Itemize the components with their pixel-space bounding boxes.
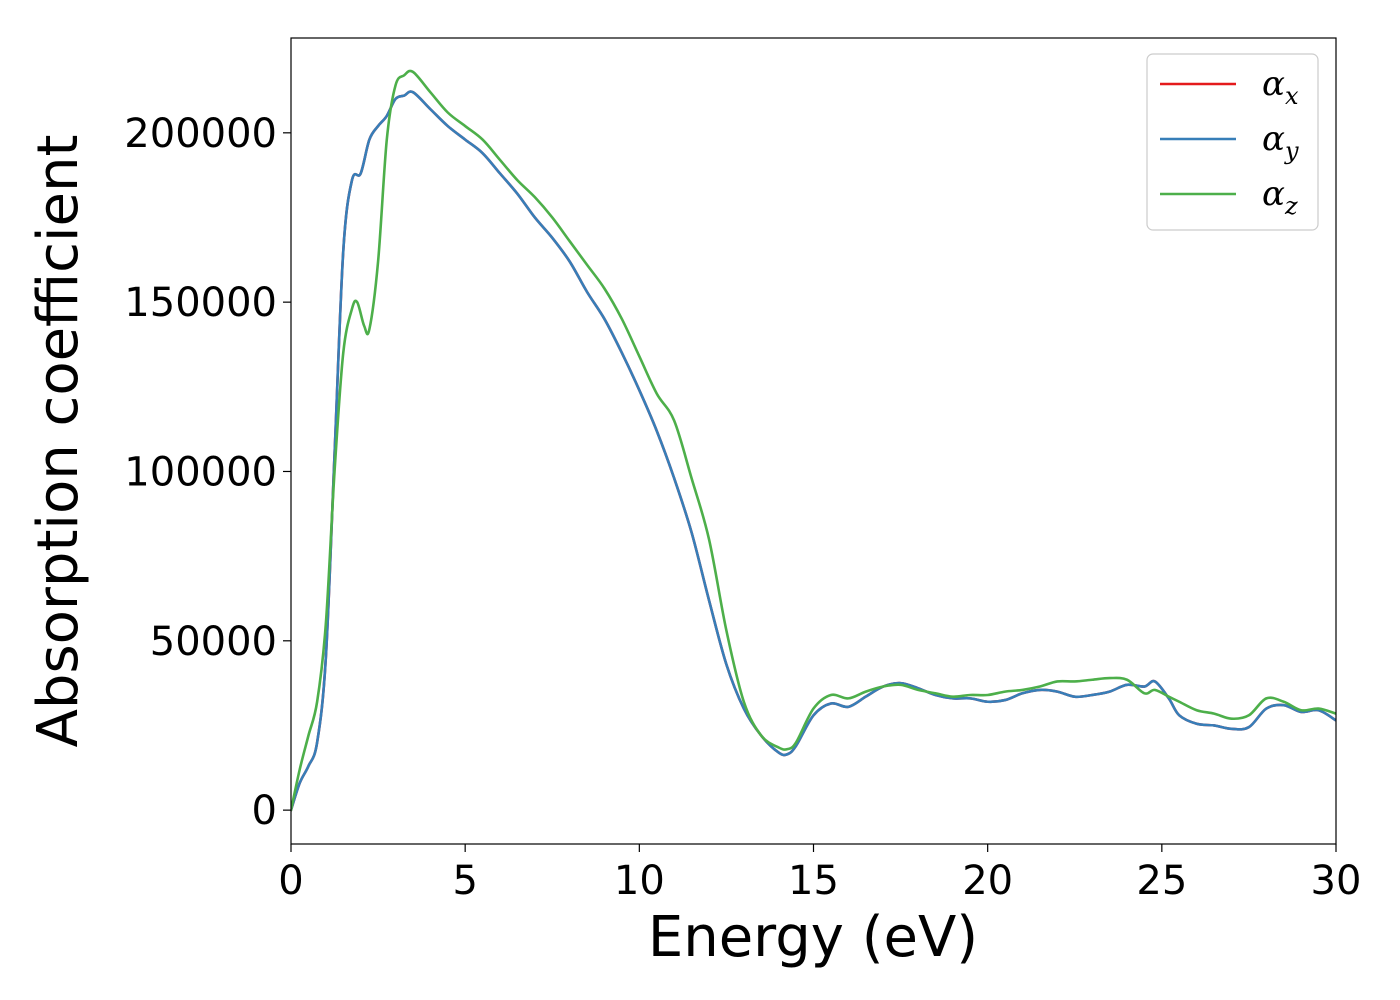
x-axis-title: Energy (eV) [648, 905, 978, 970]
y-tick-label: 50000 [150, 619, 277, 665]
x-axis-ticks: 0 5 10 15 20 25 30 [278, 844, 1361, 904]
y-tick-label: 100000 [124, 449, 277, 495]
x-tick-label: 5 [452, 858, 477, 904]
y-tick-label: 200000 [124, 111, 277, 157]
y-axis-title: Absorption coefficient [26, 135, 91, 748]
x-tick-label: 10 [614, 858, 665, 904]
legend-box [1146, 53, 1319, 231]
legend-label-x: αx [1262, 64, 1299, 110]
y-axis-ticks: 0 50000 100000 150000 200000 [124, 111, 291, 834]
series-layer [291, 69, 1336, 812]
x-tick-label: 0 [278, 858, 303, 904]
series-line-z [291, 69, 1336, 812]
y-tick-label: 0 [252, 788, 277, 834]
x-tick-label: 30 [1311, 858, 1362, 904]
y-tick-label: 150000 [124, 280, 277, 326]
x-tick-label: 25 [1136, 858, 1187, 904]
x-tick-label: 20 [962, 858, 1013, 904]
x-tick-label: 15 [788, 858, 839, 904]
